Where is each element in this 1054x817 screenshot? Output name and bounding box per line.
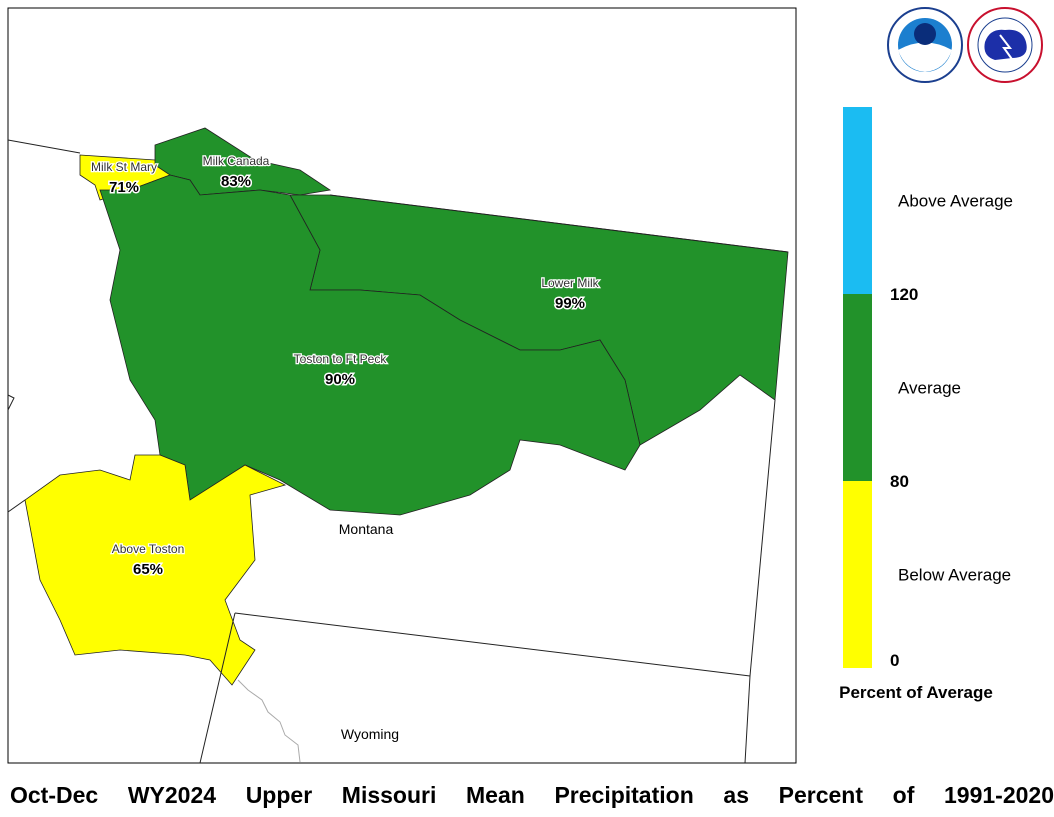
river: [237, 679, 301, 763]
legend-swatch: [843, 481, 872, 668]
basin: [24, 454, 287, 686]
legend-label: Below Average: [898, 566, 1011, 585]
state-label: Wyoming: [341, 726, 399, 742]
basin: [154, 127, 332, 196]
legend-break: 0: [890, 651, 899, 670]
legend: Percent of Average Below Average Average A…: [839, 107, 1013, 702]
border: [7, 499, 26, 513]
basin-percent: 65%: [133, 561, 163, 578]
border: [7, 394, 15, 411]
legend-label: Average: [898, 379, 961, 398]
legend-title: Percent of Average: [839, 683, 993, 702]
basin-percent: 90%: [325, 371, 355, 388]
basin-name: Milk Canada: [203, 154, 270, 168]
noaa-logo: [887, 7, 963, 83]
basin-percent: 83%: [221, 173, 251, 190]
border: [329, 194, 789, 253]
legend-swatch: [843, 294, 872, 481]
basin-percent: 99%: [555, 295, 585, 312]
border: [7, 139, 81, 154]
boundaries: [7, 139, 789, 764]
map-title: Oct-Dec WY2024 Upper Missouri Mean Preci…: [10, 782, 1054, 808]
map: Milk St Mary 71% Milk Canada 83% Lower Milk 9…: [7, 7, 1043, 764]
legend-break: 120: [890, 285, 918, 304]
legend-label: Above Average: [898, 192, 1013, 211]
basin-percent: 71%: [109, 179, 139, 196]
basin-name: Above Toston: [112, 542, 185, 556]
border: [199, 612, 236, 764]
basins: [24, 127, 789, 686]
nws-logo: [967, 7, 1043, 83]
basin-name: Milk St Mary: [91, 160, 157, 174]
legend-swatch: [843, 107, 872, 294]
labels: Milk St Mary 71% Milk Canada 83% Lower Milk 9…: [90, 153, 601, 580]
legend-break: 80: [890, 472, 909, 491]
border: [234, 612, 751, 677]
basin-name: Toston to Ft Peck: [294, 352, 388, 366]
basin-name: Lower Milk: [541, 276, 599, 290]
state-label: Montana: [339, 521, 394, 537]
